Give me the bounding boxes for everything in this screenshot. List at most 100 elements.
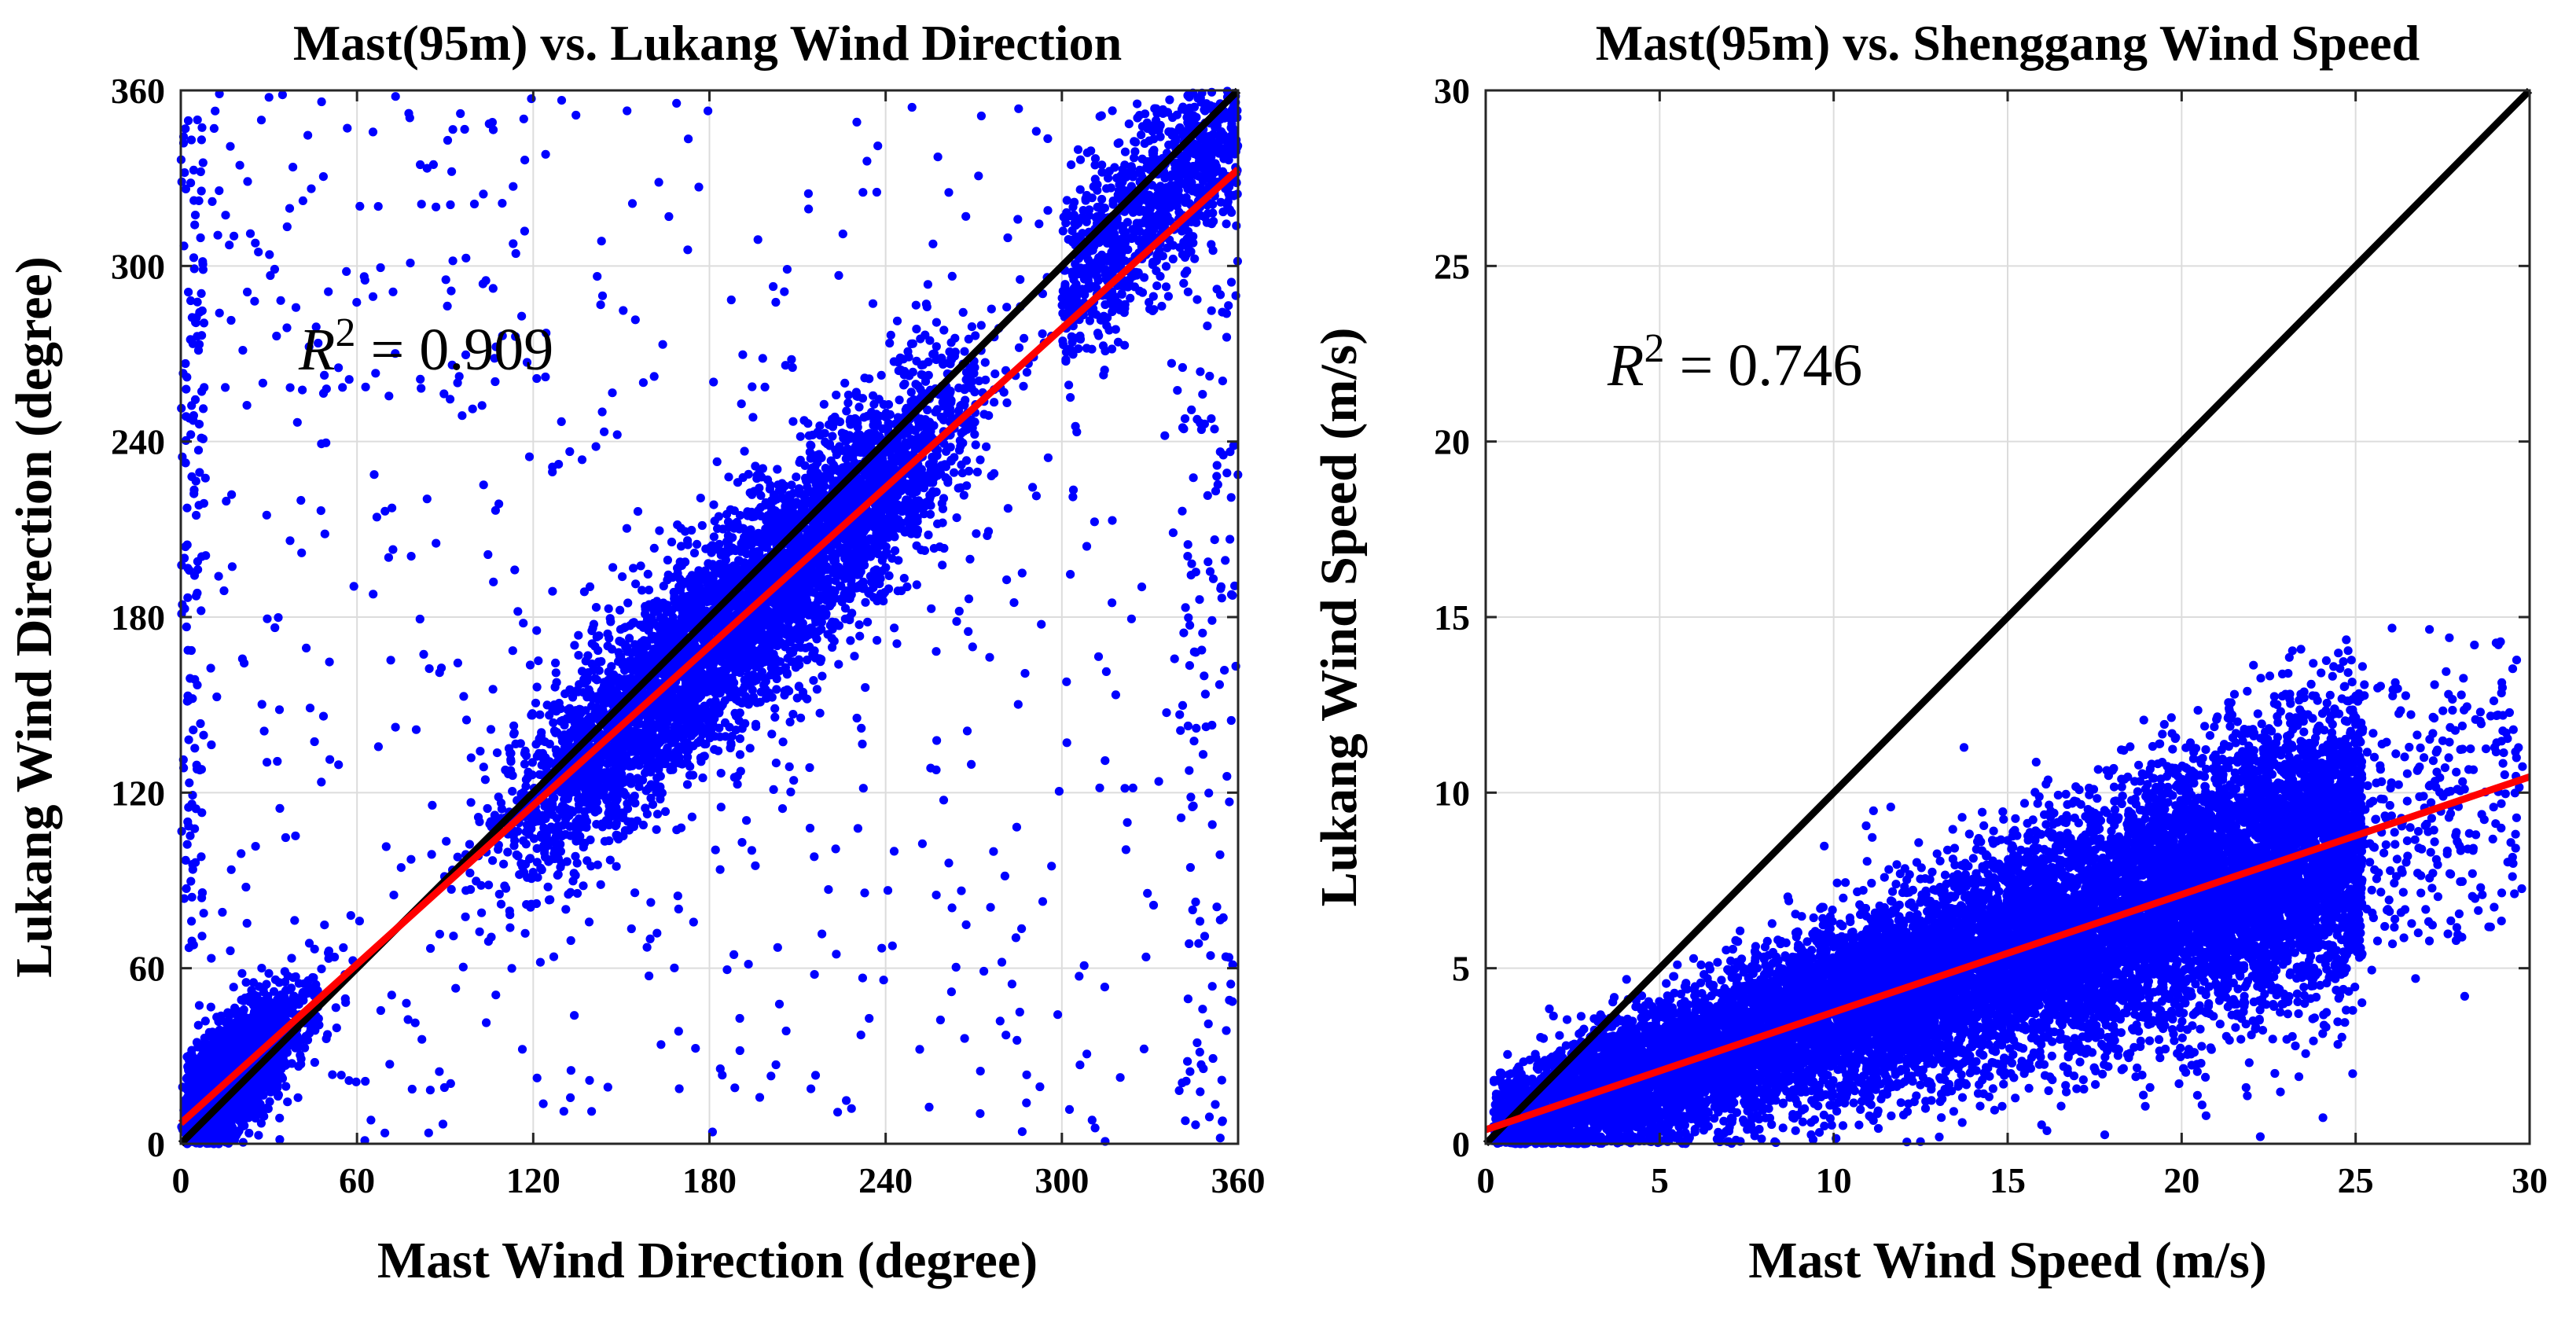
scatter-point — [1120, 341, 1129, 350]
scatter-point — [317, 965, 325, 973]
scatter-point — [428, 850, 436, 858]
scatter-point — [769, 282, 777, 291]
scatter-point — [539, 1100, 548, 1108]
scatter-point — [432, 539, 440, 548]
scatter-point — [674, 1027, 683, 1035]
scatter-point — [603, 630, 612, 638]
scatter-point — [865, 374, 873, 383]
scatter-point — [664, 212, 673, 221]
scatter-point — [587, 1107, 596, 1115]
scatter-point — [786, 788, 795, 796]
scatter-point — [644, 570, 652, 579]
scatter-point — [597, 237, 606, 245]
scatter-point — [219, 586, 228, 595]
scatter-point — [646, 794, 655, 803]
scatter-point — [857, 724, 865, 733]
scatter-point — [459, 963, 468, 972]
scatter-point — [788, 417, 797, 426]
scatter-point — [236, 161, 244, 170]
scatter-point — [469, 405, 477, 413]
scatter-point — [672, 99, 681, 108]
scatter-point — [727, 296, 736, 304]
scatter-point — [890, 623, 898, 632]
scatter-point — [508, 964, 516, 972]
scatter-point — [593, 861, 602, 869]
scatter-point — [1184, 288, 1192, 296]
scatter-point — [928, 487, 937, 496]
scatter-point — [1023, 368, 1031, 377]
scatter-point — [968, 642, 977, 651]
scatter-point — [515, 870, 524, 879]
scatter-point — [915, 1045, 924, 1053]
scatter-point — [317, 777, 325, 786]
scatter-point — [1075, 1060, 1084, 1069]
scatter-point — [506, 757, 515, 766]
scatter-point — [661, 807, 670, 816]
scatter-point — [1095, 784, 1104, 792]
scatter-point — [925, 336, 934, 345]
scatter-point — [608, 388, 616, 397]
scatter-point — [936, 1016, 945, 1024]
scatter-point — [1076, 156, 1085, 164]
scatter-point — [924, 280, 932, 288]
scatter-point — [1017, 924, 1026, 933]
scatter-point — [294, 1093, 303, 1102]
scatter-point — [650, 544, 659, 553]
scatter-point — [818, 672, 826, 681]
scatter-point — [533, 844, 542, 853]
scatter-point — [861, 598, 869, 607]
scatter-point — [753, 511, 762, 520]
scatter-point — [785, 763, 794, 771]
scatter-point — [805, 763, 814, 772]
scatter-point — [782, 1027, 791, 1035]
scatter-point — [631, 315, 640, 324]
scatter-point — [361, 1077, 369, 1086]
scatter-point — [1035, 1082, 1044, 1091]
scatter-point — [1014, 700, 1023, 709]
scatter-point — [733, 520, 742, 528]
scatter-point — [339, 943, 347, 952]
scatter-point — [419, 650, 428, 659]
scatter-point — [475, 818, 483, 826]
scatter-point — [646, 935, 655, 943]
scatter-point — [274, 613, 282, 622]
scatter-point — [1003, 233, 1012, 242]
scatter-point — [840, 430, 849, 439]
scatter-point — [321, 530, 329, 538]
scatter-point — [597, 880, 605, 889]
scatter-point — [263, 758, 271, 766]
scatter-point — [521, 929, 530, 938]
scatter-point — [724, 472, 733, 481]
scatter-point — [1016, 1008, 1024, 1016]
scatter-point — [1209, 1054, 1218, 1063]
scatter-point — [761, 383, 770, 391]
scatter-point — [783, 265, 792, 274]
scatter-point — [854, 402, 863, 411]
scatter-point — [273, 757, 281, 766]
scatter-point — [1055, 787, 1064, 796]
scatter-point — [810, 852, 818, 861]
scatter-point — [467, 753, 476, 762]
scatter-point — [369, 127, 377, 136]
scatter-point — [869, 300, 877, 308]
scatter-point — [1126, 294, 1134, 303]
scatter-point — [858, 394, 867, 402]
scatter-point — [1169, 255, 1178, 263]
scatter-point — [510, 565, 519, 574]
scatter-point — [303, 131, 312, 140]
scatter-point — [754, 235, 763, 244]
scatter-point — [1116, 1073, 1125, 1082]
scatter-point — [579, 881, 587, 890]
scatter-point — [960, 347, 968, 356]
scatter-point — [585, 1076, 593, 1085]
scatter-point — [859, 784, 868, 792]
scatter-point — [711, 516, 719, 525]
scatter-point — [1130, 147, 1139, 156]
scatter-point — [350, 582, 358, 590]
scatter-point — [711, 846, 720, 854]
scatter-point — [740, 447, 749, 455]
scatter-point — [417, 1035, 426, 1044]
scatter-point — [981, 358, 990, 367]
scatter-point — [1125, 119, 1134, 128]
scatter-point — [1122, 845, 1130, 854]
